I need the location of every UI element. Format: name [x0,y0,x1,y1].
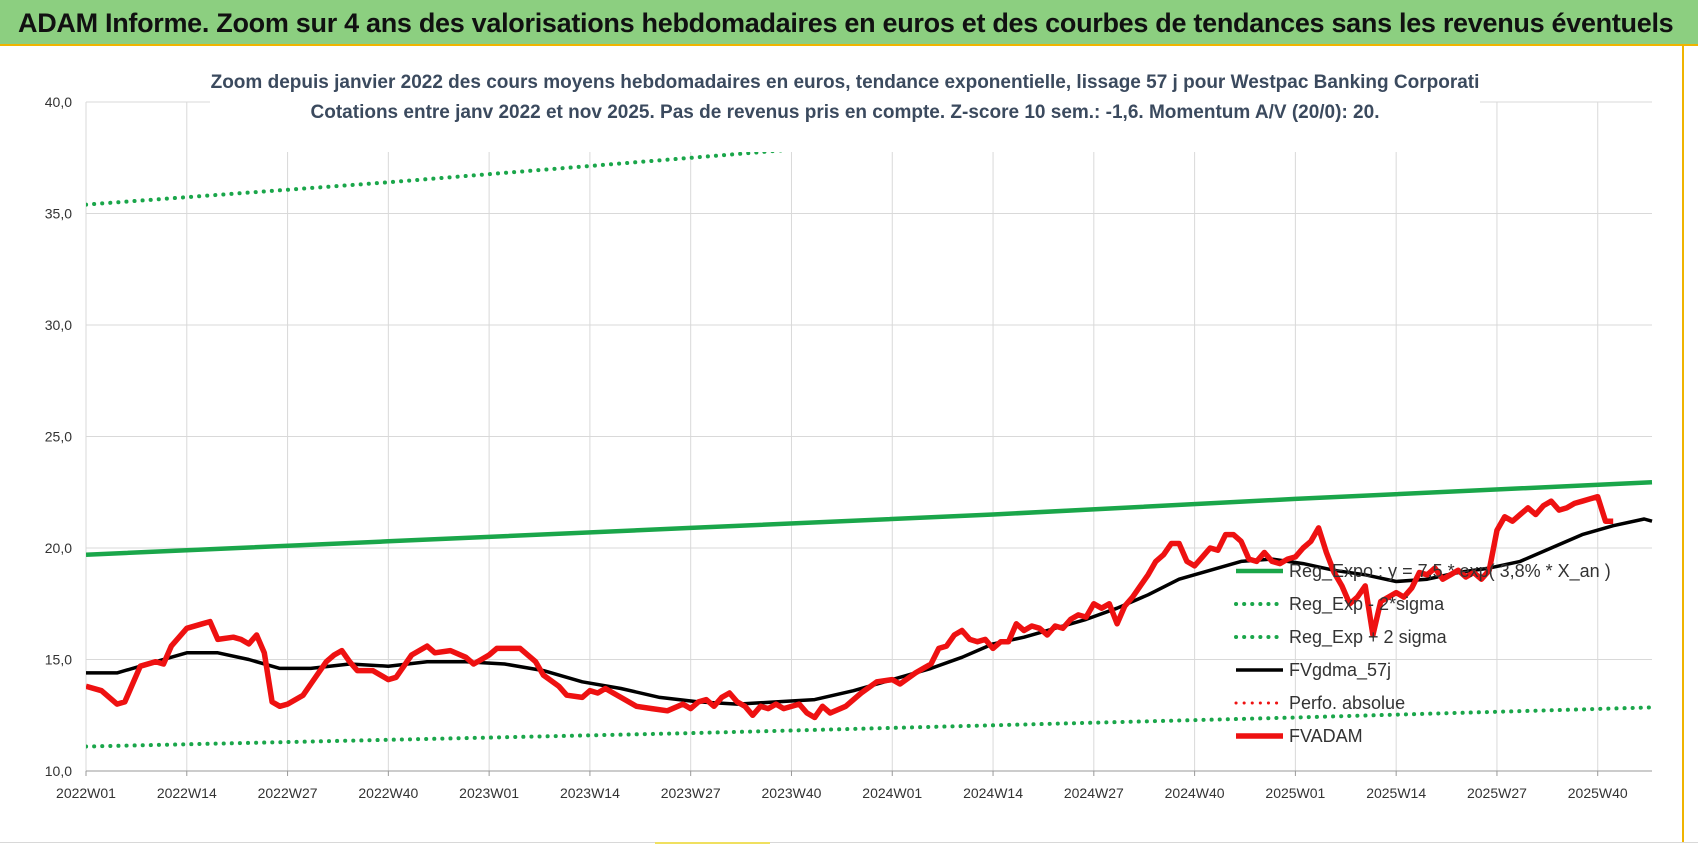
x-tick-label: 2023W40 [762,785,822,801]
x-tick-label: 2025W27 [1467,785,1527,801]
y-tick-label: 10,0 [45,763,72,779]
chart-subtitle: Cotations entre janv 2022 et nov 2025. P… [311,102,1380,123]
series-line-5 [86,493,1614,721]
legend-label-5: FVADAM [1289,726,1363,746]
frame-bottom-border [0,842,1698,858]
legend-label-1: Reg_Exp - 2*sigma [1289,594,1445,615]
x-tick-label: 2023W27 [661,785,721,801]
x-axis-labels: 2022W01 2022W14 2022W27 2022W40 2023W01 2023W… [56,785,1628,801]
x-tick-label: 2022W14 [157,785,217,801]
x-tick-label: 2025W01 [1265,785,1325,801]
frame-accent [655,842,770,844]
x-tick-label: 2024W27 [1064,785,1124,801]
legend-label-2: Reg_Exp + 2 sigma [1289,627,1448,648]
y-tick-label: 25,0 [45,429,72,445]
x-tick-label: 2023W01 [459,785,519,801]
y-tick-label: 15,0 [45,652,72,668]
y-axis-labels: 10,0 15,0 20,0 25,0 30,0 35,0 40,0 [45,94,72,779]
x-tick-label: 2024W01 [862,785,922,801]
gridlines [85,101,1652,776]
x-tick-label: 2022W01 [56,785,116,801]
title-background [210,60,1480,152]
y-tick-label: 20,0 [45,540,72,556]
x-tick-label: 2025W40 [1568,785,1628,801]
chart-area: 10,015,020,025,030,035,040,0 2022W01 2022… [45,60,1654,801]
y-tick-label: 30,0 [45,317,72,333]
x-tick-label: 2022W40 [358,785,418,801]
x-tick-label: 2023W14 [560,785,620,801]
series-line-0 [86,479,1653,557]
legend-label-3: FVgdma_57j [1289,660,1391,681]
series-line-1 [86,705,1654,749]
y-tick-label: 40,0 [45,94,72,110]
frame-right-border [1682,46,1698,846]
report-title: ADAM Informe. Zoom sur 4 ans des valoris… [18,8,1674,38]
x-tick-label: 2022W27 [258,785,318,801]
legend: Reg_Expo : y = 7,5 * exp( 3,8% * X_an ) R… [1234,561,1611,746]
x-tick-label: 2025W14 [1366,785,1426,801]
series-line-3 [86,517,1653,706]
x-tick-label: 2024W14 [963,785,1023,801]
x-tick-label: 2024W40 [1165,785,1225,801]
report-header: ADAM Informe. Zoom sur 4 ans des valoris… [0,0,1698,46]
legend-label-0: Reg_Expo : y = 7,5 * exp( 3,8% * X_an ) [1289,561,1611,582]
chart-title: Zoom depuis janvier 2022 des cours moyen… [211,72,1480,93]
y-tick-label: 35,0 [45,206,72,222]
legend-label-4: Perfo. absolue [1289,693,1405,713]
